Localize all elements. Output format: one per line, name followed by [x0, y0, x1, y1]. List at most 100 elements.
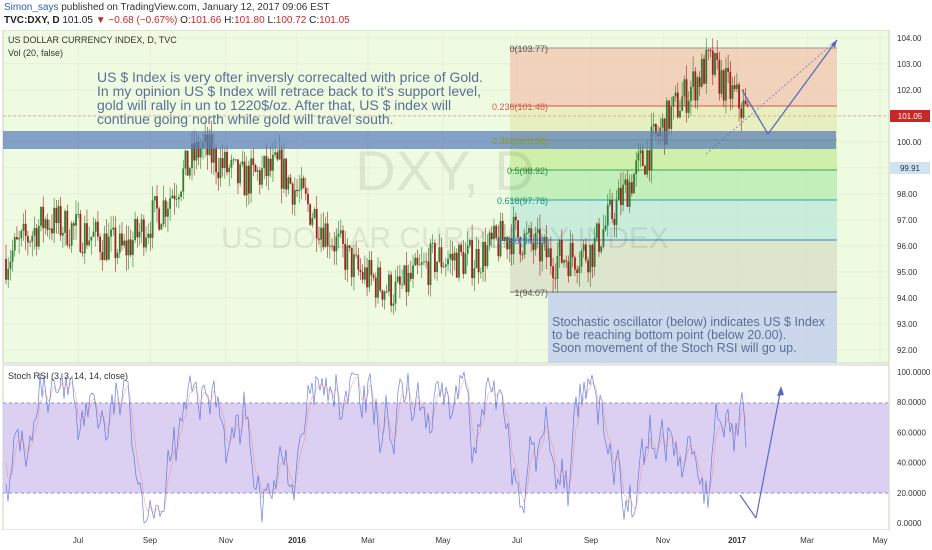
time-tick: Sep [143, 536, 158, 545]
note-top-line-4: continue going north while gold will tra… [97, 111, 394, 127]
projection-arrow-path [741, 39, 838, 136]
candle-body [521, 254, 524, 256]
candle-body [272, 154, 274, 171]
candle-body [578, 266, 581, 273]
candle-body [633, 174, 635, 194]
candle-body [269, 158, 272, 171]
candle-body [482, 242, 484, 272]
candle-body [674, 92, 677, 97]
candle-body [70, 223, 73, 246]
candle-body [567, 261, 570, 277]
time-axis-bg [3, 530, 889, 550]
candle-body [458, 244, 460, 278]
price-candles [5, 38, 749, 315]
time-tick: Mar [361, 536, 375, 545]
candle-body [501, 220, 504, 242]
candle-body [151, 200, 154, 238]
price-axis[interactable]: 104.00103.00102.00101.00100.0099.0098.00… [897, 34, 922, 355]
candle-body [606, 204, 609, 226]
candle-body [604, 225, 607, 230]
candle-body [114, 227, 117, 259]
candle-body [401, 284, 403, 286]
stoch-arrow-down [739, 494, 757, 519]
candle-body [191, 143, 193, 169]
candle-body [433, 243, 436, 273]
candle-body [571, 242, 574, 258]
low-label: L: [267, 15, 276, 26]
candle-body [611, 199, 614, 220]
candle-body [499, 220, 502, 257]
candle-body [337, 233, 340, 237]
candle-body [495, 225, 498, 238]
candle-body [740, 108, 743, 118]
candle-body [722, 70, 725, 101]
candle-body [440, 247, 443, 268]
candle-body [725, 67, 727, 101]
candle-body [574, 257, 576, 270]
candle-body [646, 150, 649, 175]
candle-body [267, 158, 270, 177]
candle-body [532, 242, 535, 251]
candle-body [687, 100, 690, 113]
candle-body [145, 237, 147, 248]
candle-body [254, 165, 257, 172]
candle-body [92, 231, 95, 237]
candle-body [374, 277, 377, 298]
candle-body [160, 224, 163, 230]
trend-dotted-line [705, 39, 838, 155]
candle-body [300, 178, 303, 190]
candle-body [193, 143, 196, 161]
candle-body [685, 79, 688, 113]
candle-body [613, 219, 616, 225]
candle-body [609, 199, 611, 205]
candle-body [423, 261, 425, 263]
last-price: 101.05 [62, 15, 93, 26]
candle-body [626, 179, 629, 207]
price-tick: 97.00 [897, 216, 918, 225]
candle-body [283, 158, 285, 189]
price-tick: 92.00 [897, 346, 918, 355]
candle-body [530, 228, 533, 243]
author-link[interactable]: Simon_says [4, 2, 59, 13]
symbol-line: TVC:DXY, D 101.05 ▼ −0.68 (−0.67%) O:101… [4, 15, 350, 26]
candle-body [484, 242, 487, 267]
candle-body [569, 242, 572, 277]
candle-body [655, 123, 657, 134]
candle-body [342, 230, 344, 244]
candle-body [79, 213, 82, 253]
candle-body [243, 161, 246, 196]
candle-body [77, 213, 80, 215]
candle-body [239, 164, 242, 184]
candle-body [416, 257, 419, 265]
fib-label-0382: 0.382(100.06) [492, 136, 548, 146]
line-tag-text: 99.91 [900, 164, 921, 173]
candle-body [735, 84, 738, 90]
candle-body [698, 77, 701, 87]
candle-body [405, 265, 408, 293]
candle-body [167, 208, 169, 217]
candle-body [565, 260, 568, 262]
chart-svg[interactable]: DXY, D US DOLLAR CURRENCY INDEX 0(103.77… [0, 30, 932, 550]
candle-body [477, 248, 480, 273]
candle-body [368, 260, 371, 288]
candle-body [35, 228, 38, 247]
candle-body [221, 158, 224, 168]
candle-body [171, 195, 174, 198]
candle-body [694, 71, 697, 101]
candle-body [215, 148, 217, 173]
candle-body [313, 209, 316, 219]
candle-body [252, 158, 255, 166]
candle-body [385, 291, 388, 293]
candle-body [188, 168, 191, 176]
candle-body [731, 85, 734, 99]
candle-body [490, 232, 493, 240]
candle-body [630, 182, 633, 194]
candle-body [24, 223, 27, 237]
candle-body [344, 243, 347, 270]
stoch-axis[interactable]: 100.0000 80.0000 60.0000 40.0000 20.0000 0.00… [897, 368, 931, 528]
candle-body [479, 271, 482, 273]
candle-body [64, 210, 66, 233]
time-axis[interactable]: Jul Sep Nov 2016 Mar May Jul Sep Nov 2017 Mar May [73, 536, 888, 545]
candle-body [173, 195, 176, 200]
price-tick: 98.00 [897, 190, 918, 199]
